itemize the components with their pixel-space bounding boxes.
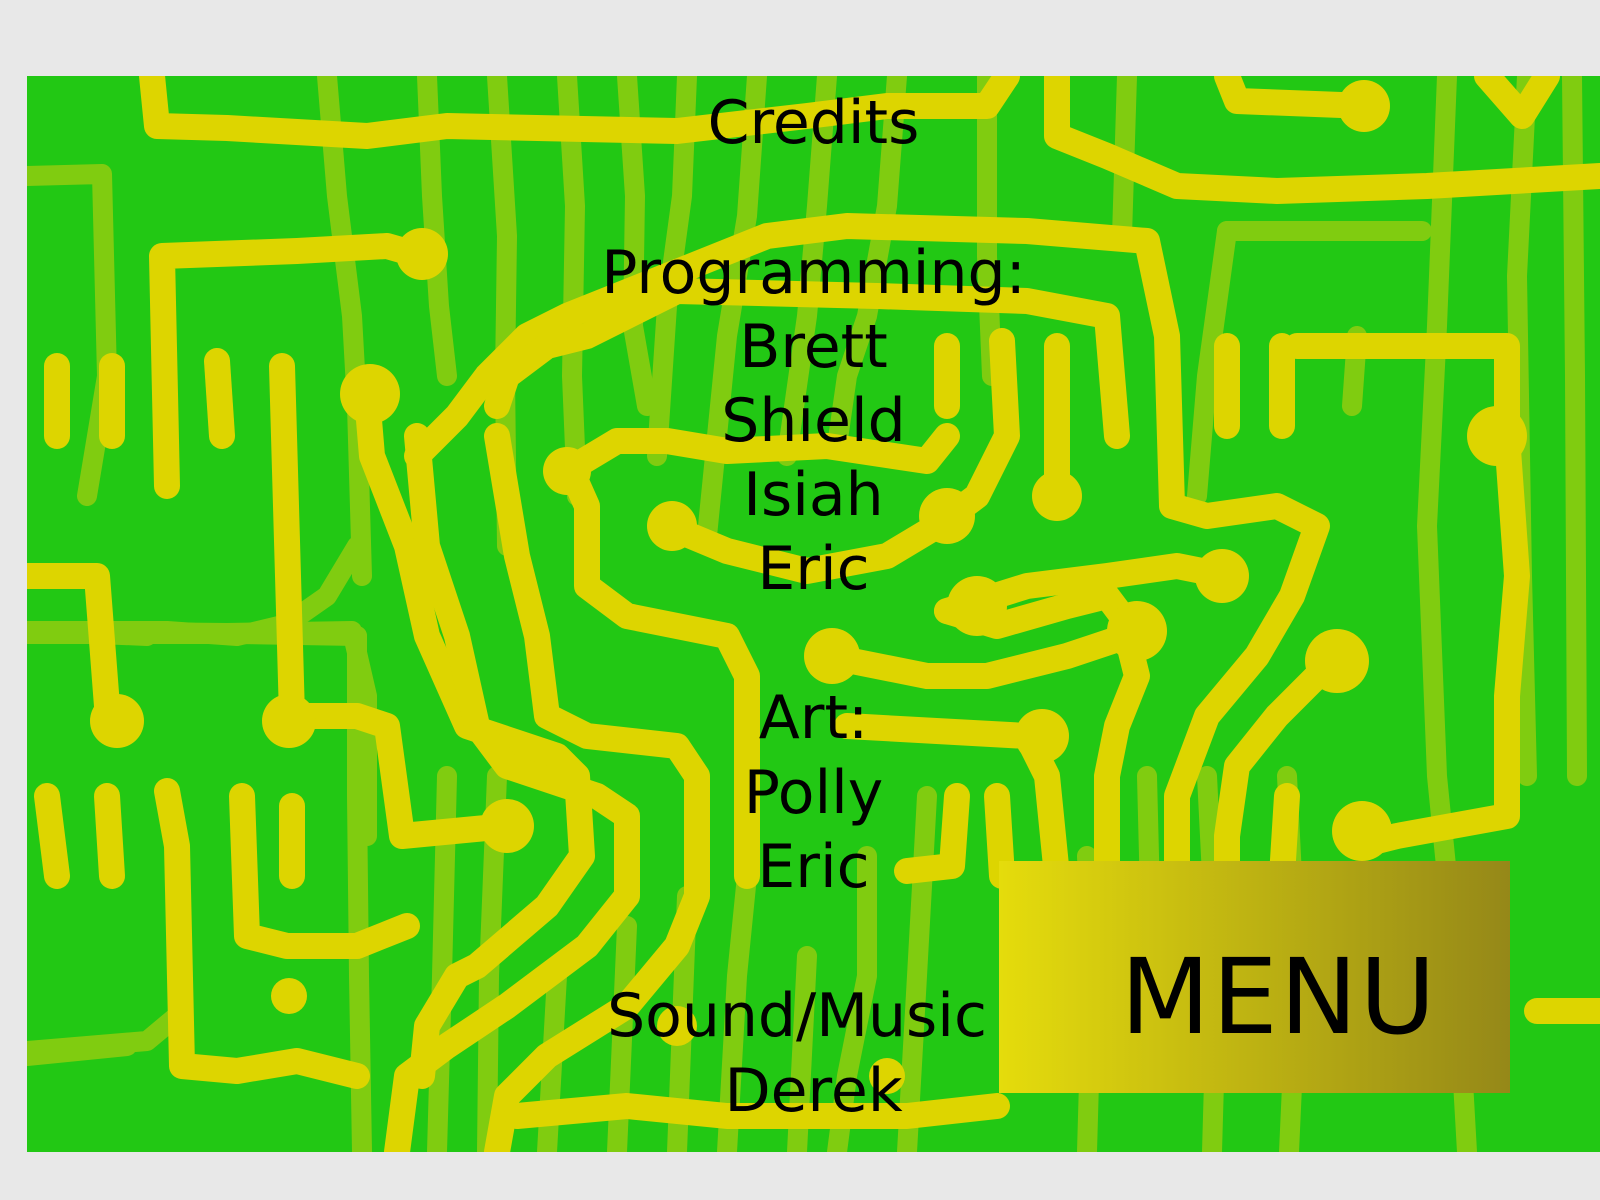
sound-heading: Sound/Music — [607, 981, 987, 1051]
programming-heading: Programming: — [601, 238, 1026, 308]
trace-pads — [90, 80, 1527, 1094]
menu-button-panel — [999, 861, 1510, 1093]
programmer-name: Eric — [757, 534, 870, 604]
circuit-board-background — [27, 76, 1600, 1152]
credits-screen: Credits Programming: Brett Shield Isiah … — [27, 76, 1600, 1152]
menu-button-label: MENU — [1120, 936, 1438, 1058]
programmer-name: Isiah — [743, 460, 884, 530]
artist-name: Polly — [743, 758, 884, 828]
art-heading: Art: — [758, 683, 869, 753]
credits-title: Credits — [707, 88, 920, 158]
programmer-name: Shield — [721, 386, 906, 456]
programmer-name: Brett — [739, 312, 888, 382]
sound-credit-name: Derek — [724, 1056, 903, 1126]
yellow-traces — [27, 76, 1600, 1152]
menu-button[interactable]: MENU — [1019, 879, 1539, 1115]
artist-name: Eric — [757, 832, 870, 902]
